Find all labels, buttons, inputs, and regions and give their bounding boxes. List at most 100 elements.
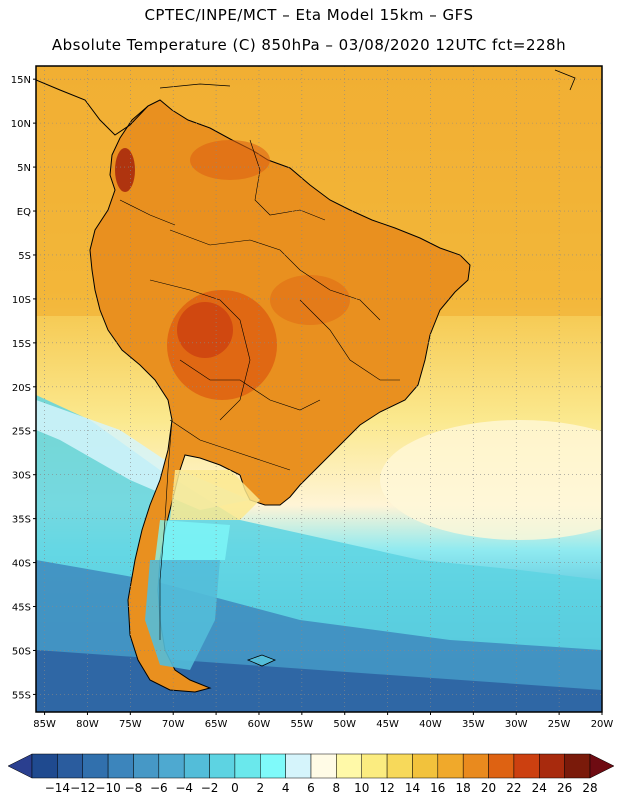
- lon-label: 20W: [591, 719, 614, 730]
- colorbar: [7, 753, 615, 779]
- lon-label: 25W: [548, 719, 571, 730]
- south-america-landmass: [89, 99, 471, 693]
- colorbar-swatch: [462, 753, 489, 779]
- lon-label: 45W: [376, 719, 399, 730]
- lon-label: 55W: [291, 719, 314, 730]
- lon-label: 65W: [205, 719, 228, 730]
- latitude-labels: 15N 10N 5N EQ 5S 10S 15S 20S 25S 30S 35S 40S 45S 50S 5…: [11, 75, 31, 701]
- cool-patch-central-argentina: [155, 520, 230, 560]
- hot-patch-venezuela: [190, 140, 270, 180]
- lon-label: 85W: [33, 719, 56, 730]
- lat-label: 45S: [12, 603, 31, 614]
- lon-label: 30W: [505, 719, 528, 730]
- border-line-3: [179, 359, 321, 411]
- falkland-islands: [246, 654, 277, 667]
- colorbar-swatch: [412, 753, 439, 779]
- hot-core-north: [115, 148, 135, 192]
- lesser-antilles: [554, 69, 576, 91]
- colorbar-label: −12: [70, 781, 95, 795]
- colorbar-label: −14: [45, 781, 70, 795]
- colorbar-label: 28: [582, 781, 597, 795]
- colorbar-label: 4: [282, 781, 290, 795]
- colorbar-swatch: [234, 753, 261, 779]
- colorbar-swatch: [310, 753, 337, 779]
- map-frame: [35, 65, 603, 713]
- colorbar-label: 6: [307, 781, 315, 795]
- lon-label: 35W: [462, 719, 485, 730]
- colorbar-swatch: [57, 753, 83, 779]
- colorbar-swatch: [488, 753, 515, 779]
- colorbar-swatch: [31, 753, 58, 779]
- lon-label: 40W: [419, 719, 442, 730]
- colorbar-label: −6: [150, 781, 168, 795]
- lat-label: 5N: [17, 163, 31, 174]
- colorbar-swatch: [539, 753, 565, 779]
- colorbar-label: 20: [481, 781, 496, 795]
- lat-label: 40S: [12, 559, 31, 570]
- lon-label: 60W: [248, 719, 271, 730]
- colorbar-label: 26: [557, 781, 572, 795]
- lat-label: 20S: [12, 383, 31, 394]
- cold-patagonia: [145, 560, 220, 670]
- lat-label: 10N: [11, 119, 31, 130]
- colorbar-swatch: [209, 753, 236, 779]
- lon-label: 50W: [333, 719, 356, 730]
- lat-label: 10S: [12, 295, 31, 306]
- border-line-7: [299, 299, 400, 381]
- colorbar-label: 10: [354, 781, 369, 795]
- map-title-line-2: Absolute Temperature (C) 850hPa – 03/08/…: [51, 36, 567, 54]
- longitude-labels: 85W 80W 75W 70W 65W 60W 55W 50W 45W 40W 35W 30W 25W 2…: [33, 719, 613, 730]
- lat-label: 30S: [12, 471, 31, 482]
- lat-label: 35S: [12, 515, 31, 526]
- pale-patch-east: [380, 420, 602, 540]
- central-america-coast: [36, 79, 149, 136]
- colorbar-swatch: [158, 753, 185, 779]
- border-line-4: [169, 419, 291, 471]
- colorbar-label: 24: [532, 781, 547, 795]
- colorbar-label: −8: [125, 781, 143, 795]
- hot-patch-brazil: [270, 275, 350, 325]
- border-andes: [159, 419, 173, 640]
- border-line-1: [169, 229, 381, 321]
- border-line-2: [149, 279, 251, 421]
- colorbar-swatch: [513, 753, 540, 779]
- colorbar-label: 0: [231, 781, 239, 795]
- colorbar-under-arrow: [7, 753, 33, 779]
- colorbar-swatch: [82, 753, 109, 779]
- lat-label: 5S: [18, 251, 31, 262]
- colorbar-label: 16: [430, 781, 445, 795]
- colorbar-swatch: [336, 753, 362, 779]
- lon-label: 75W: [119, 719, 142, 730]
- colorbar-swatch: [437, 753, 464, 779]
- colorbar-swatch: [386, 753, 413, 779]
- lat-label: 55S: [12, 690, 31, 701]
- colorbar-swatch: [361, 753, 388, 779]
- lat-label: 15S: [12, 339, 31, 350]
- colorbar-over-arrow: [589, 753, 615, 779]
- colorbar-label: 14: [405, 781, 420, 795]
- cool-patch-argentina: [170, 470, 260, 520]
- colorbar-swatch: [260, 753, 286, 779]
- colorbar-label: 18: [456, 781, 471, 795]
- colorbar-label: 8: [333, 781, 341, 795]
- lat-label: 50S: [12, 646, 31, 657]
- colorbar-label: 2: [256, 781, 264, 795]
- border-line-5: [249, 139, 326, 221]
- colorbar-swatch: [285, 753, 312, 779]
- colorbar-label: 22: [506, 781, 521, 795]
- hotter-core-interior: [177, 302, 233, 358]
- colorbar-swatch: [183, 753, 210, 779]
- colorbar-swatch: [107, 753, 134, 779]
- colorbar-label: −4: [175, 781, 193, 795]
- colorbar-swatch: [133, 753, 160, 779]
- lat-label: 25S: [12, 427, 31, 438]
- colorbar-labels: −14 −12 −10 −8 −6 −4 −2 0 2 4 6 8 10 12 14 16 18 20 22 24 26…: [45, 781, 598, 795]
- colorbar-label: −2: [201, 781, 219, 795]
- lon-label: 80W: [76, 719, 99, 730]
- colorbar-label: 12: [379, 781, 394, 795]
- border-line-6: [119, 199, 176, 226]
- colorbar-swatch: [564, 753, 591, 779]
- map-field: [36, 66, 602, 712]
- lon-label: 70W: [162, 719, 185, 730]
- lat-label: 15N: [11, 75, 31, 86]
